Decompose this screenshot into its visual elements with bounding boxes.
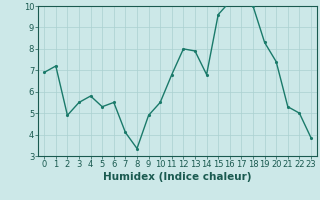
X-axis label: Humidex (Indice chaleur): Humidex (Indice chaleur) [103, 172, 252, 182]
